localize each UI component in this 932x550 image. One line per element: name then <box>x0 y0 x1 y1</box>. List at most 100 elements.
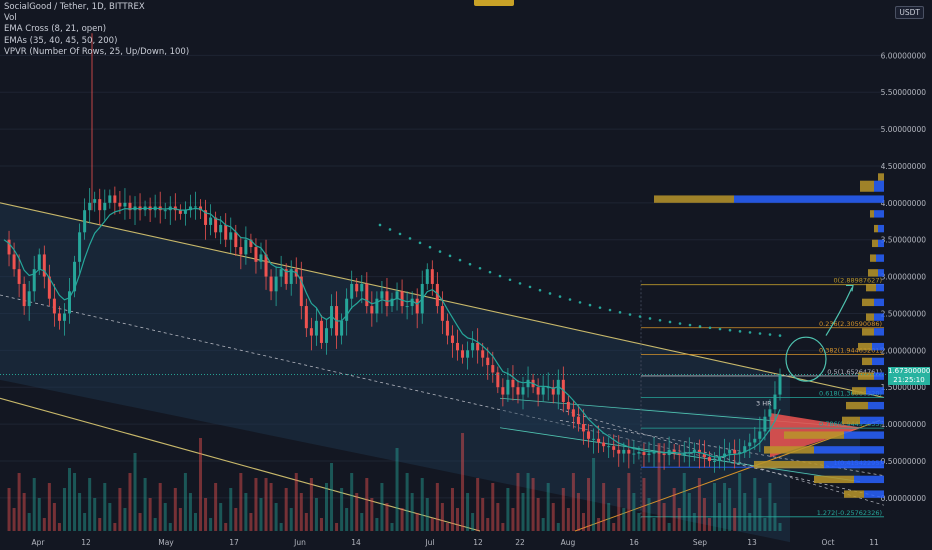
candle-body <box>304 306 308 329</box>
legend-volume[interactable]: Vol <box>4 13 17 24</box>
candle-body <box>627 449 631 454</box>
volume-bar <box>435 483 439 531</box>
price-tick-label: 2.00000000 <box>881 346 927 355</box>
exchange-ticker-tab[interactable] <box>474 0 514 6</box>
volume-bar <box>632 493 636 531</box>
price-tick-label: 6.00000000 <box>881 51 927 60</box>
volume-bar <box>390 523 394 531</box>
candle-body <box>723 453 727 458</box>
candle-body <box>415 298 419 314</box>
volume-bar <box>254 478 258 531</box>
ema200-dot <box>588 303 592 307</box>
vpvr-bar-up <box>764 446 814 454</box>
volume-bar <box>733 508 737 531</box>
volume-bar <box>183 473 187 531</box>
volume-bar <box>672 488 676 531</box>
candle-body <box>622 449 626 454</box>
volume-bar <box>209 518 213 531</box>
candle-body <box>249 239 253 248</box>
candle-body <box>707 457 711 461</box>
vpvr-bar-down <box>860 416 884 425</box>
candle-body <box>113 195 117 203</box>
candle-body <box>682 453 686 456</box>
volume-bar <box>677 508 681 531</box>
volume-bar <box>214 483 218 531</box>
legend-symbol[interactable]: SocialGood / Tether, 1D, BITTREX <box>4 2 145 12</box>
volume-bar <box>219 503 223 531</box>
candle-body <box>7 239 11 255</box>
candle-body <box>52 298 56 314</box>
candle-body <box>330 306 334 329</box>
vpvr-bar-up <box>878 173 884 181</box>
volume-bar <box>738 473 742 531</box>
ema200-dot <box>648 317 652 320</box>
volume-bar <box>234 508 238 531</box>
candle-body <box>647 453 651 456</box>
vpvr-bar-up <box>852 387 866 395</box>
volume-bar <box>88 478 92 531</box>
volume-bar <box>743 493 747 531</box>
ema200-dot <box>578 301 582 304</box>
volume-bar <box>249 513 253 531</box>
candle-body <box>259 254 263 262</box>
vpvr-bar-down <box>872 342 884 351</box>
volume-bar <box>17 473 21 531</box>
time-tick-label: Apr <box>32 538 46 547</box>
candle-body <box>350 283 354 299</box>
candle-body <box>778 374 782 395</box>
candle-body <box>738 452 742 454</box>
volume-bar <box>27 513 31 531</box>
candle-body <box>642 452 646 456</box>
candle-body <box>440 306 444 321</box>
legend-emas[interactable]: EMAs (35, 40, 45, 50, 200) <box>4 35 118 46</box>
candle-body <box>773 394 777 410</box>
vpvr-bar-up <box>862 328 874 336</box>
candles-layer <box>3 33 782 473</box>
volume-bar <box>279 523 283 531</box>
candle-body <box>571 409 575 417</box>
candle-body <box>677 453 681 456</box>
volume-bar <box>466 493 470 531</box>
candle-body <box>118 202 122 207</box>
vpvr-bar-up <box>844 490 864 498</box>
legend-vpvr[interactable]: VPVR (Number Of Rows, 25, Up/Down, 100) <box>4 46 190 57</box>
candle-body <box>476 342 480 351</box>
candle-body <box>385 291 389 307</box>
volume-bar <box>335 523 339 531</box>
candle-body <box>637 452 641 454</box>
candle-body <box>748 442 752 447</box>
vpvr-bar-up <box>858 372 874 380</box>
ema200-dot <box>638 315 642 318</box>
candle-body <box>692 449 696 453</box>
volume-bar <box>188 493 192 531</box>
legend-ema-cross[interactable]: EMA Cross (8, 21, open) <box>4 24 107 35</box>
candle-body <box>702 453 706 458</box>
candle-body <box>541 387 545 395</box>
volume-bar <box>350 473 354 531</box>
volume-bar <box>445 523 449 531</box>
vpvr-bar-down <box>874 180 884 192</box>
vpvr-bar-up <box>870 210 874 218</box>
volume-bar <box>652 518 656 531</box>
vpvr-bar-up <box>858 342 872 351</box>
candle-body <box>425 269 429 284</box>
vpvr-bar-down <box>874 298 884 307</box>
candle-body <box>188 206 192 211</box>
vpvr-bar-down <box>824 460 884 469</box>
currency-label[interactable]: USDT <box>895 6 924 19</box>
candle-body <box>763 416 767 432</box>
price-tick-label: 3.50000000 <box>881 236 927 245</box>
vpvr-bar-down <box>874 372 884 380</box>
vpvr-bar-down <box>874 210 884 218</box>
ema200-dot <box>658 318 662 322</box>
volume-bar <box>546 483 550 531</box>
volume-bar <box>37 498 41 531</box>
volume-bar <box>541 518 545 531</box>
candle-body <box>284 269 288 284</box>
candle-body <box>581 424 585 432</box>
candle-body <box>309 328 313 336</box>
volume-bar <box>692 513 696 531</box>
candle-body <box>743 446 747 453</box>
